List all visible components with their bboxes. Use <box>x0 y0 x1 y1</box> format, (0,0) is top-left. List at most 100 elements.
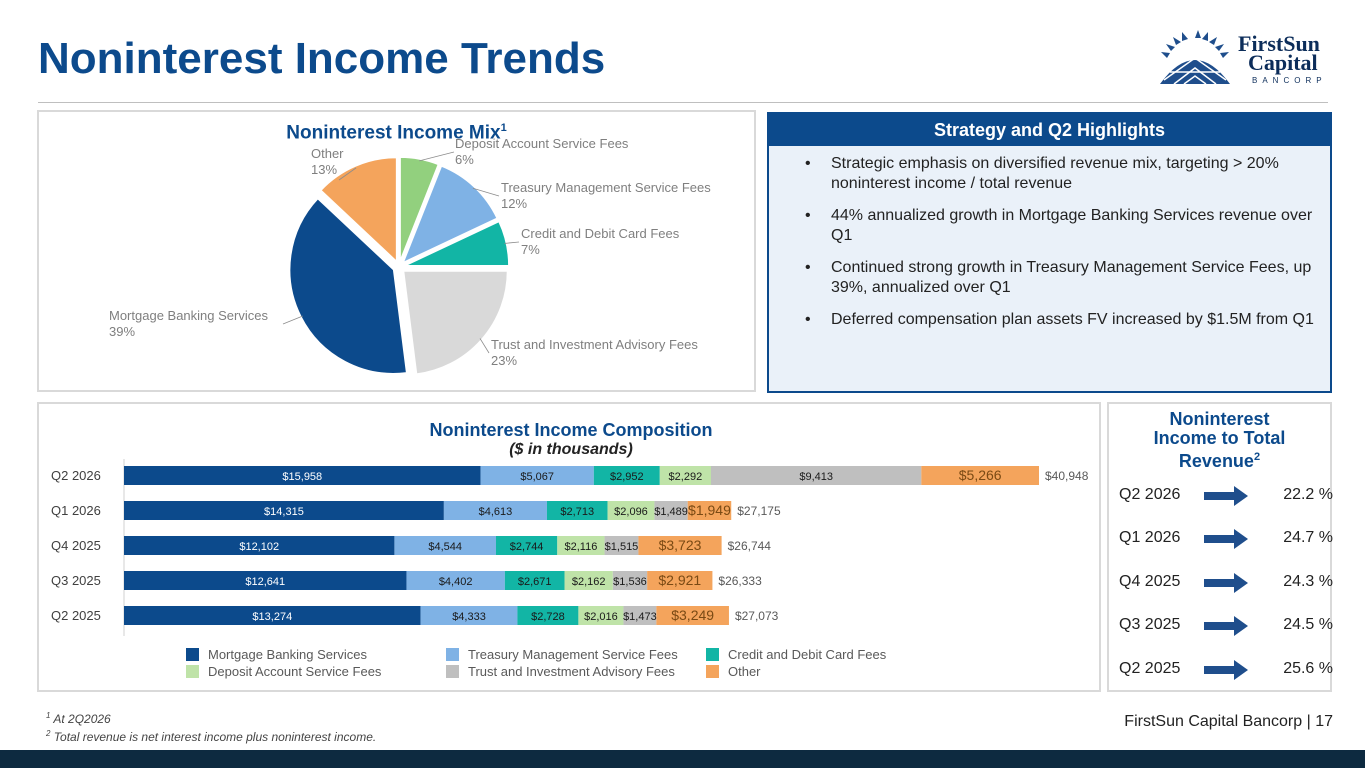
bar-data-label: $2,671 <box>518 576 552 588</box>
bar-segment <box>546 501 608 520</box>
pie-slice-percent: 39% <box>109 324 135 339</box>
logo-text-capital: Capital <box>1248 50 1318 75</box>
legend-label: Deposit Account Service Fees <box>208 664 382 679</box>
ratio-row: Q4 2025 24.3 % <box>1119 571 1333 595</box>
bar-segment <box>654 501 688 520</box>
logo-text-bancorp: BANCORP <box>1252 76 1327 85</box>
pie-slice-label: Trust and Investment Advisory Fees <box>491 337 698 352</box>
highlight-item: • Deferred compensation plan assets FV in… <box>805 311 1314 328</box>
bar-data-label: $2,096 <box>614 506 648 518</box>
pie-slice-percent: 12% <box>501 196 527 211</box>
category-tick-label: Q2 2025 <box>51 608 101 623</box>
bar-data-label: $14,315 <box>264 506 304 518</box>
ratio-row: Q2 2025 25.6 % <box>1119 658 1333 682</box>
bar-data-label: $1,949 <box>688 502 731 518</box>
ratio-panel: Noninterest Income to Total Revenue2 Q2 … <box>1107 402 1333 692</box>
bar-data-label: $2,952 <box>610 471 644 483</box>
ratio-row: Q1 2026 24.7 % <box>1119 527 1333 551</box>
pie-leader-line <box>472 187 500 197</box>
bar-segment <box>564 571 613 590</box>
footnote-2: 2 Total revenue is net interest income p… <box>46 729 377 744</box>
right-arrow-icon <box>1204 573 1248 593</box>
bar-segment <box>604 536 639 555</box>
bar-segment <box>504 571 565 590</box>
bar-data-label: $2,728 <box>531 611 565 623</box>
pie-leader-line <box>282 315 303 325</box>
bar-total-label: $26,333 <box>718 574 762 588</box>
pie-slice-percent: 7% <box>521 242 540 257</box>
bar-data-label: $3,723 <box>659 537 702 553</box>
bar-segment <box>443 501 547 520</box>
pie-slice-percent: 13% <box>311 162 337 177</box>
pie-slice <box>402 270 509 375</box>
legend-label: Other <box>728 664 761 679</box>
right-arrow-icon <box>1204 486 1248 506</box>
pie-slice-percent: 6% <box>455 152 474 167</box>
pie-leader-line <box>479 338 490 354</box>
bar-segment <box>593 466 660 485</box>
pie-leader-line <box>338 167 357 181</box>
bar-segment <box>687 501 732 520</box>
bar-segment <box>124 466 481 485</box>
pie-slice-label: Treasury Management Service Fees <box>501 180 711 195</box>
bar-data-label: $2,116 <box>565 541 598 553</box>
bar-segment <box>480 466 594 485</box>
bar-data-label: $2,162 <box>572 576 606 588</box>
bar-segment <box>406 571 505 590</box>
highlights-list: • Strategic emphasis on diversified reven… <box>769 146 1330 330</box>
ratio-row: Q2 2026 22.2 % <box>1119 484 1333 508</box>
company-logo: FirstSun Capital BANCORP <box>1150 28 1330 98</box>
category-tick-label: Q3 2025 <box>51 573 101 588</box>
logo-text-firstsun: FirstSun <box>1238 31 1320 56</box>
bar-segment <box>578 606 624 625</box>
bar-segment <box>495 536 558 555</box>
pie-slice <box>399 156 440 262</box>
bar-segment <box>517 606 579 625</box>
bar-segment <box>647 571 713 590</box>
bar-segment <box>124 571 407 590</box>
pie-slice <box>401 164 499 265</box>
highlights-panel: Strategy and Q2 Highlights • Strategic em… <box>767 112 1332 393</box>
bar-segment <box>124 501 444 520</box>
bar-data-label: $5,266 <box>959 467 1002 483</box>
footnote-1: 1 At 2Q2026 <box>46 711 111 726</box>
legend-label: Mortgage Banking Services <box>208 647 367 662</box>
pie-chart-title: Noninterest Income Mix1 <box>286 122 507 144</box>
bar-data-label: $1,536 <box>613 576 647 588</box>
legend-swatch <box>706 648 719 661</box>
pie-slice <box>319 156 398 264</box>
bar-segment <box>394 536 496 555</box>
bar-segment <box>638 536 722 555</box>
page-footer: FirstSun Capital Bancorp | 17 <box>1124 713 1333 730</box>
pie-leader-line <box>504 241 520 244</box>
category-tick-label: Q1 2026 <box>51 503 101 518</box>
bar-data-label: $2,713 <box>560 506 594 518</box>
right-arrow-icon <box>1204 529 1248 549</box>
bar-total-label: $27,073 <box>735 609 779 623</box>
ratio-row: Q3 2025 24.5 % <box>1119 614 1333 638</box>
pie-slice-label: Mortgage Banking Services <box>109 308 268 323</box>
bar-data-label: $4,613 <box>479 506 513 518</box>
legend-swatch <box>446 665 459 678</box>
bar-segment <box>656 606 729 625</box>
bar-segment <box>124 606 421 625</box>
ratio-title: Noninterest Income to Total Revenue2 <box>1153 409 1286 471</box>
legend-swatch <box>186 648 199 661</box>
pie-leader-line <box>419 151 455 162</box>
bar-data-label: $2,744 <box>510 541 544 553</box>
bar-data-label: $2,292 <box>669 471 703 483</box>
bar-data-label: $4,544 <box>428 541 462 553</box>
sunburst-logo-icon <box>1160 30 1230 85</box>
bar-data-label: $4,333 <box>452 611 486 623</box>
bar-data-label: $1,473 <box>623 611 657 623</box>
bar-segment <box>612 571 648 590</box>
bar-total-label: $26,744 <box>728 539 772 553</box>
title-divider <box>38 102 1328 103</box>
legend-label: Treasury Management Service Fees <box>468 647 678 662</box>
bar-data-label: $1,489 <box>654 506 688 518</box>
highlight-item: • Continued strong growth in Treasury Man… <box>805 259 1312 296</box>
highlight-item: • 44% annualized growth in Mortgage Banki… <box>805 207 1313 244</box>
bar-data-label: $9,413 <box>799 471 833 483</box>
bar-chart-title: Noninterest Income Composition <box>429 420 713 440</box>
pie-slice-label: Credit and Debit Card Fees <box>521 226 680 241</box>
